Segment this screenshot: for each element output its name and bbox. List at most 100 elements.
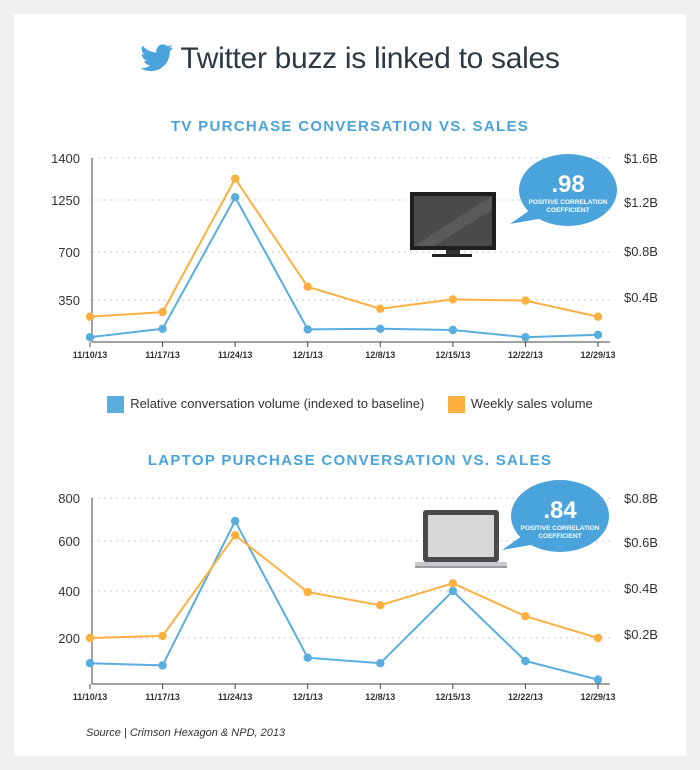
y-right-tick-label: $0.4B <box>624 290 658 305</box>
x-tick-label: 11/24/13 <box>218 692 253 702</box>
conversation-point <box>85 659 95 668</box>
tv-glare <box>414 196 492 246</box>
conversation-point <box>230 516 240 526</box>
laptop-screen <box>428 515 494 557</box>
legend-swatch-conversation <box>107 396 125 414</box>
sales-point <box>230 531 240 540</box>
conversation-point <box>593 675 603 684</box>
x-tick-label: 12/29/13 <box>580 350 615 360</box>
conversation-point <box>376 324 385 333</box>
source-note: Source | Crimson Hexagon & NPD, 2013 <box>86 727 286 739</box>
tv-stand-base <box>432 254 472 257</box>
sales-point <box>158 307 167 317</box>
x-tick-label: 12/15/13 <box>435 692 470 702</box>
x-tick-label: 12/15/13 <box>435 350 470 360</box>
correlation-value: .98 <box>551 171 584 198</box>
page-title: Twitter buzz is linked to sales <box>0 42 700 80</box>
x-tick-label: 12/8/13 <box>365 692 395 702</box>
y-right-tick-label: $0.6B <box>624 535 658 550</box>
legend-swatch-sales <box>447 396 465 414</box>
laptop-edge <box>415 566 507 568</box>
sales-point <box>593 312 603 321</box>
conversation-point <box>593 330 603 339</box>
y-left-tick-label: 200 <box>58 631 80 646</box>
laptop-chart-title: LAPTOP PURCHASE CONVERSATION VS. SALES <box>147 452 553 469</box>
sales-point <box>85 633 95 643</box>
conversation-point <box>85 333 95 342</box>
sales-series-line <box>89 176 599 318</box>
conversation-point <box>521 656 530 666</box>
sales-point <box>521 612 530 621</box>
conversation-point <box>521 333 530 342</box>
x-tick-label: 12/29/13 <box>580 692 615 702</box>
legend-item-sales: Weekly sales volume <box>447 396 593 414</box>
sales-point <box>85 312 95 321</box>
sales-point <box>303 587 312 597</box>
y-left-tick-label: 700 <box>58 245 80 260</box>
y-left-tick-label: 1400 <box>51 151 80 166</box>
conversation-point <box>158 661 167 670</box>
x-tick-label: 12/1/13 <box>293 350 323 360</box>
sales-point <box>376 601 385 610</box>
legend: Relative conversation volume (indexed to… <box>0 396 700 414</box>
conversation-point <box>303 325 312 334</box>
sales-point <box>230 174 240 183</box>
tv-chart-title: TV PURCHASE CONVERSATION VS. SALES <box>170 118 530 135</box>
sales-point <box>593 633 603 643</box>
x-tick-label: 11/10/13 <box>73 350 108 360</box>
tv-icon <box>410 192 496 257</box>
twitter-bird-icon <box>140 44 174 80</box>
conversation-point <box>230 193 240 202</box>
y-right-tick-label: $1.6B <box>624 151 658 166</box>
tv-chart: 1400 1250 700 350 $1.6B $1.2B $0.8B $0.4B 11/10/… <box>51 151 658 360</box>
y-right-tick-label: $0.8B <box>624 244 658 259</box>
x-tick-label: 12/22/13 <box>508 692 543 702</box>
conversation-series-line <box>89 518 599 681</box>
laptop-chart: 800 600 400 200 $0.8B $0.6B $0.4B $0.2B 11/10/13… <box>58 480 658 702</box>
y-left-tick-label: 1250 <box>51 193 80 208</box>
y-right-tick-label: $0.4B <box>624 581 658 596</box>
bubble-body <box>511 480 609 552</box>
y-left-tick-label: 350 <box>58 293 80 308</box>
sales-point <box>303 282 312 291</box>
y-left-tick-label: 400 <box>58 584 80 599</box>
legend-label-conversation: Relative conversation volume (indexed to… <box>130 396 425 412</box>
y-left-tick-label: 800 <box>58 491 80 506</box>
x-tick-label: 11/24/13 <box>218 350 253 360</box>
conversation-point <box>448 325 458 335</box>
tv-stand-neck <box>446 250 460 254</box>
y-right-tick-label: $1.2B <box>624 195 658 210</box>
title-text: Twitter buzz is linked to sales <box>180 42 560 75</box>
y-right-tick-label: $0.8B <box>624 491 658 506</box>
conversation-point <box>448 586 458 596</box>
y-right-tick-label: $0.2B <box>624 627 658 642</box>
bubble-body <box>519 154 617 226</box>
correlation-label-line1: POSITIVE CORRELATION <box>521 525 600 532</box>
laptop-base <box>415 562 507 566</box>
x-tick-label: 11/17/13 <box>145 692 180 702</box>
correlation-label-line2: COEFFICIENT <box>546 207 589 214</box>
conversation-point <box>158 324 167 333</box>
correlation-label-line1: POSITIVE CORRELATION <box>529 199 608 206</box>
correlation-label-line2: COEFFICIENT <box>538 533 581 540</box>
conversation-point <box>376 659 385 668</box>
infographic-card <box>14 14 686 756</box>
x-tick-label: 12/1/13 <box>293 692 323 702</box>
x-tick-label: 12/8/13 <box>365 350 395 360</box>
legend-label-sales: Weekly sales volume <box>470 396 593 412</box>
legend-item-conversation: Relative conversation volume (indexed to… <box>107 396 425 414</box>
x-tick-label: 11/10/13 <box>73 692 108 702</box>
sales-point <box>448 579 458 588</box>
sales-point <box>158 631 167 641</box>
sales-point <box>376 304 385 313</box>
laptop-icon <box>415 510 507 568</box>
y-left-tick-label: 600 <box>58 534 80 549</box>
correlation-value: .84 <box>543 497 577 524</box>
sales-point <box>521 296 530 305</box>
x-tick-label: 11/17/13 <box>145 350 180 360</box>
sales-point <box>448 295 458 304</box>
sales-series-line <box>89 533 599 639</box>
x-tick-label: 12/22/13 <box>508 350 543 360</box>
